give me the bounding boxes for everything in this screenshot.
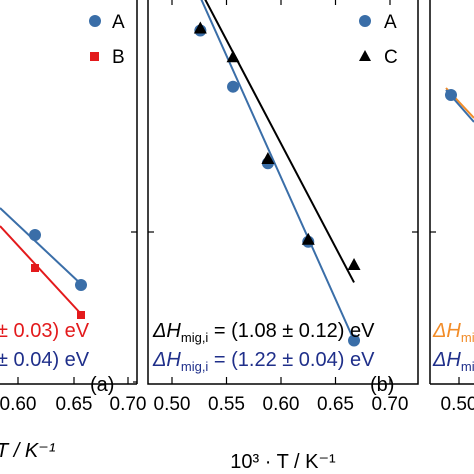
panel-b-fit-line-a (200, 0, 355, 341)
panel-a-annotation: ± 0.04) eV (0, 349, 90, 371)
panel-a-x-tick-label: 0.70 (110, 394, 147, 415)
panel-b-point-c (301, 232, 315, 245)
panel-b-x-tick-label: 0.60 (263, 394, 300, 415)
panel-a-fit-line-b (0, 225, 83, 316)
panel-b: 0.50 0.55 0.60 0.65 0.70 10³ · T / K⁻¹ A C Δ… (147, 0, 419, 473)
panel-b-point-c (226, 50, 240, 63)
panel-b-legend-marker-a (359, 15, 371, 27)
panel-a-point-b (77, 311, 85, 319)
panel-a-x-axis-label: T / K⁻¹ (0, 440, 56, 462)
panel-a-legend-marker-a (89, 15, 101, 27)
panel-c-annotation: ΔHmig (432, 349, 474, 374)
panel-b-point-a (348, 334, 361, 347)
panel-b-fit-line-c (204, 0, 355, 283)
delta-h-symbol: ΔH (432, 320, 461, 342)
panel-b-annotation-fit-a: ΔHmig,i = (1.22 ± 0.04) eV (152, 349, 375, 374)
panel-b-point-c (347, 258, 361, 271)
panel-b-legend-label-a: A (384, 12, 397, 33)
panel-b-legend-label-c: C (384, 47, 398, 68)
panel-a-point-a (29, 229, 41, 241)
annotation-value: = (1.08 ± 0.12) eV (208, 320, 375, 342)
panel-a-point-a (75, 279, 87, 291)
panel-b-panel-label: (b) (370, 374, 394, 396)
delta-h-subscript: mig,i (181, 330, 209, 345)
panel-b-point-c (261, 151, 275, 164)
panel-b-x-ticks: 0.50 0.55 0.60 0.65 0.70 (154, 0, 409, 415)
annotation-value: = (1.22 ± 0.04) eV (208, 349, 375, 371)
delta-h-subscript: mig (461, 359, 474, 374)
panel-b-legend-marker-c (359, 50, 371, 61)
panel-c: 0.50 ΔHmig ΔHmig (429, 0, 474, 415)
delta-h-subscript: mig,i (181, 359, 209, 374)
panel-b-fit-lines (200, 0, 355, 341)
delta-h-subscript: mig (461, 330, 474, 345)
panel-a-legend-label-b: B (112, 47, 125, 68)
panel-a-legend-label-a: A (112, 12, 125, 33)
panel-b-x-tick-label: 0.70 (372, 394, 409, 415)
panel-c-point (445, 89, 457, 101)
panel-b-point-a (227, 80, 240, 93)
panel-c-x-tick-label: 0.50 (441, 394, 474, 415)
panel-b-x-axis-label: 10³ · T / K⁻¹ (230, 451, 336, 473)
panel-b-x-tick-label: 0.50 (154, 394, 191, 415)
panel-a-annotation: ± 0.03) eV (0, 320, 90, 342)
panel-b-points (193, 21, 361, 347)
panel-a: 0.60 0.65 0.70 T / K⁻¹ A B ± 0.03) eV ± … (0, 0, 146, 462)
delta-h-symbol: ΔH (152, 349, 181, 371)
panel-b-x-tick-label: 0.65 (317, 394, 354, 415)
panel-a-legend-marker-b (90, 52, 99, 61)
panel-b-x-tick-label: 0.55 (208, 394, 245, 415)
panel-b-point-c (193, 21, 207, 34)
panel-c-annotation: ΔHmig (432, 320, 474, 345)
panel-a-x-tick-label: 0.60 (0, 394, 36, 415)
panel-a-fit-line-a (0, 207, 83, 286)
panel-b-annotation-fit-c: ΔHmig,i = (1.08 ± 0.12) eV (152, 320, 375, 345)
delta-h-symbol: ΔH (152, 320, 181, 342)
delta-h-symbol: ΔH (432, 349, 461, 371)
panel-a-point-b (31, 264, 39, 272)
panel-a-x-tick-label: 0.65 (56, 394, 93, 415)
panel-a-panel-label: (a) (90, 374, 114, 396)
panel-b-frame (147, 0, 419, 385)
